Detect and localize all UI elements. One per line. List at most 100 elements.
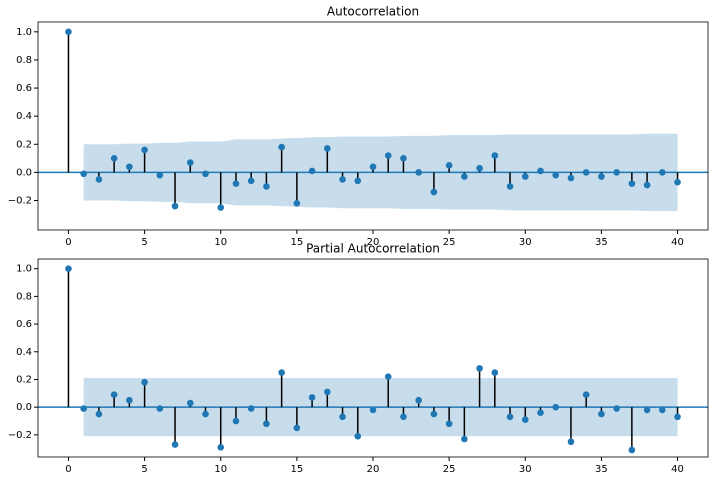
x-tick-label: 30 [519, 464, 532, 475]
y-tick-label: −0.2 [8, 430, 32, 441]
marker [567, 438, 575, 446]
y-tick-label: 0.4 [16, 347, 32, 358]
marker [628, 180, 636, 187]
marker [339, 176, 346, 183]
x-tick-label: 20 [367, 237, 380, 248]
marker [354, 177, 362, 185]
marker [80, 170, 87, 178]
y-tick-label: 0.0 [16, 167, 32, 178]
x-tick-label: 0 [65, 237, 71, 248]
marker [369, 163, 377, 171]
marker [491, 369, 499, 376]
marker [445, 162, 453, 169]
marker [278, 369, 285, 376]
marker [217, 204, 225, 211]
y-tick-label: 1.0 [16, 264, 32, 275]
marker [202, 410, 209, 418]
marker [643, 406, 651, 414]
marker [506, 413, 514, 421]
marker [278, 143, 285, 151]
marker [324, 388, 331, 396]
marker [156, 171, 164, 179]
marker [369, 406, 377, 414]
marker [537, 409, 544, 416]
y-tick-label: 0.2 [16, 374, 32, 385]
y-tick-label: −0.2 [8, 195, 32, 206]
marker [476, 164, 483, 172]
marker [384, 152, 392, 159]
x-tick-label: 25 [443, 237, 456, 248]
marker [263, 420, 270, 428]
x-tick-label: 5 [141, 237, 147, 248]
x-tick-label: 40 [671, 237, 684, 248]
marker [217, 444, 225, 451]
x-tick-label: 40 [671, 464, 684, 475]
marker [415, 396, 422, 404]
marker [476, 365, 483, 372]
marker [247, 405, 255, 412]
marker [521, 173, 529, 180]
marker [613, 405, 620, 412]
marker [598, 410, 605, 418]
marker [521, 416, 529, 423]
x-tick-label: 30 [519, 237, 532, 248]
marker [552, 403, 560, 411]
y-tick-label: 0.8 [16, 55, 32, 66]
marker [491, 152, 499, 159]
marker [400, 413, 407, 421]
y-tick-label: 0.4 [16, 111, 32, 122]
marker [80, 405, 87, 412]
marker [598, 173, 605, 180]
marker [659, 169, 666, 176]
marker [643, 181, 651, 189]
marker [582, 391, 590, 398]
x-tick-label: 5 [141, 464, 147, 475]
marker [171, 202, 179, 210]
marker [461, 173, 468, 180]
marker [95, 176, 103, 183]
x-tick-label: 10 [214, 464, 227, 475]
y-tick-label: 0.0 [16, 402, 32, 413]
y-tick-label: 0.8 [16, 291, 32, 302]
y-tick-label: 1.0 [16, 27, 32, 38]
x-tick-label: 20 [367, 464, 380, 475]
marker [430, 410, 438, 418]
marker [186, 159, 194, 166]
x-tick-label: 15 [290, 464, 303, 475]
marker [110, 155, 118, 162]
marker [126, 163, 133, 171]
marker [308, 394, 316, 401]
marker [567, 174, 575, 182]
marker [324, 145, 331, 152]
marker [354, 432, 362, 440]
marker [110, 391, 118, 398]
marker [293, 199, 301, 207]
marker [415, 169, 422, 176]
marker [171, 441, 179, 448]
marker [674, 178, 681, 186]
marker [126, 396, 133, 404]
chart-title: Autocorrelation [327, 5, 419, 19]
y-tick-label: 0.6 [16, 83, 32, 94]
marker [659, 406, 666, 414]
marker [445, 420, 453, 428]
marker [308, 167, 316, 175]
marker [582, 169, 590, 176]
x-tick-label: 0 [65, 464, 71, 475]
marker [156, 405, 164, 412]
marker [202, 170, 209, 178]
marker [506, 183, 514, 190]
marker [232, 417, 240, 425]
marker [293, 424, 301, 432]
marker [674, 413, 681, 421]
marker [247, 177, 255, 185]
marker [95, 410, 103, 418]
marker [232, 180, 240, 187]
marker [537, 167, 544, 175]
marker [552, 171, 560, 179]
marker [461, 435, 468, 443]
marker [141, 146, 148, 154]
marker [384, 373, 392, 380]
marker [430, 188, 438, 196]
